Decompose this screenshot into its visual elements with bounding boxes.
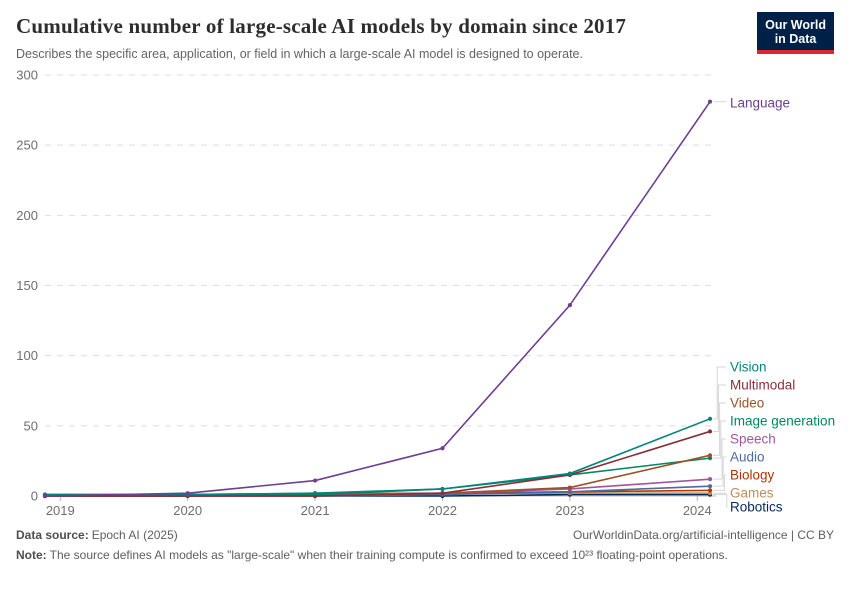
owid-logo-line1: Our World — [765, 18, 826, 32]
y-tick-label: 0 — [31, 489, 38, 504]
series-line-vision[interactable] — [45, 418, 711, 496]
legend-connector — [713, 366, 726, 420]
legend-label-vision[interactable]: Vision — [730, 360, 767, 375]
legend-connector — [713, 384, 726, 432]
series-point-vision — [440, 486, 445, 492]
series-point-language — [312, 478, 318, 483]
legend-connector — [713, 402, 726, 456]
y-tick-label: 250 — [16, 138, 38, 153]
y-tick-label: 150 — [16, 278, 38, 293]
legend-label-biology[interactable]: Biology — [730, 468, 775, 483]
legend-label-audio[interactable]: Audio — [730, 450, 765, 465]
legend-connector — [713, 494, 728, 508]
page-title: Cumulative number of large-scale AI mode… — [16, 14, 627, 38]
owid-logo[interactable]: Our World in Data — [757, 12, 834, 54]
legend-label-speech[interactable]: Speech — [730, 432, 776, 447]
owid-credit-link[interactable]: OurWorldinData.org/artificial-intelligen… — [573, 528, 834, 542]
legend-connector — [713, 456, 726, 487]
series-line-multimodal[interactable] — [45, 430, 711, 497]
series-point-video — [567, 485, 572, 490]
legend-connector — [713, 438, 726, 480]
series-point-multimodal — [707, 429, 713, 434]
data-source: Data source: Epoch AI (2025) — [16, 528, 178, 542]
x-tick-label: 2022 — [428, 503, 457, 518]
series-point-language — [707, 99, 713, 104]
owid-logo-line2: in Data — [774, 32, 817, 46]
data-source-value: Epoch AI (2025) — [91, 528, 178, 542]
legend-label-image-generation[interactable]: Image generation — [730, 414, 835, 429]
chart-subtitle: Describes the specific area, application… — [16, 47, 583, 61]
note-value: The source defines AI models as "large-s… — [49, 548, 728, 562]
series-point-language — [440, 446, 445, 451]
series-point-vision — [707, 416, 713, 421]
y-tick-label: 100 — [16, 348, 38, 363]
line-chart-canvas: 0 50 100 150 200 250 300 2019 2020 2021 2022 2023 20… — [16, 68, 835, 519]
series-point-vision — [312, 491, 318, 496]
series-point-language — [185, 491, 190, 496]
legend-label-robotics[interactable]: Robotics — [730, 500, 783, 515]
legend-label-video[interactable]: Video — [730, 396, 764, 411]
series-point-speech — [707, 477, 713, 482]
series-point-language — [567, 303, 572, 308]
x-tick-label: 2023 — [555, 503, 584, 518]
series-point-audio — [707, 484, 713, 489]
series-point-biology — [707, 488, 713, 493]
legend-connector — [713, 474, 726, 491]
series-point-video — [707, 453, 713, 458]
series-line-language[interactable] — [44, 101, 711, 497]
legend-label-games[interactable]: Games — [730, 486, 774, 501]
chart-header: Cumulative number of large-scale AI mode… — [0, 0, 850, 62]
y-tick-label: 200 — [16, 208, 38, 223]
series-point-multimodal — [440, 491, 445, 496]
series-point-language — [42, 493, 48, 499]
x-tick-label: 2021 — [301, 503, 330, 518]
data-source-label: Data source: — [16, 528, 89, 542]
y-tick-label: 50 — [24, 418, 38, 433]
note-label: Note: — [16, 548, 47, 562]
chart-footer: Data source: Epoch AI (2025) OurWorldinDa… — [16, 528, 834, 563]
legend-label-language[interactable]: Language — [730, 96, 790, 111]
chart-note: Note: The source defines AI models as "la… — [16, 548, 834, 563]
series-point-vision — [567, 471, 572, 476]
x-tick-label: 2020 — [173, 503, 202, 518]
y-tick-label: 300 — [16, 68, 38, 83]
legend-connector — [713, 420, 726, 459]
x-tick-label: 2024 — [683, 503, 712, 518]
x-tick-label: 2019 — [46, 503, 75, 518]
chart-area: 0 50 100 150 200 250 300 2019 2020 2021 2022 2023 20… — [0, 66, 850, 526]
legend-label-multimodal[interactable]: Multimodal — [730, 378, 795, 393]
